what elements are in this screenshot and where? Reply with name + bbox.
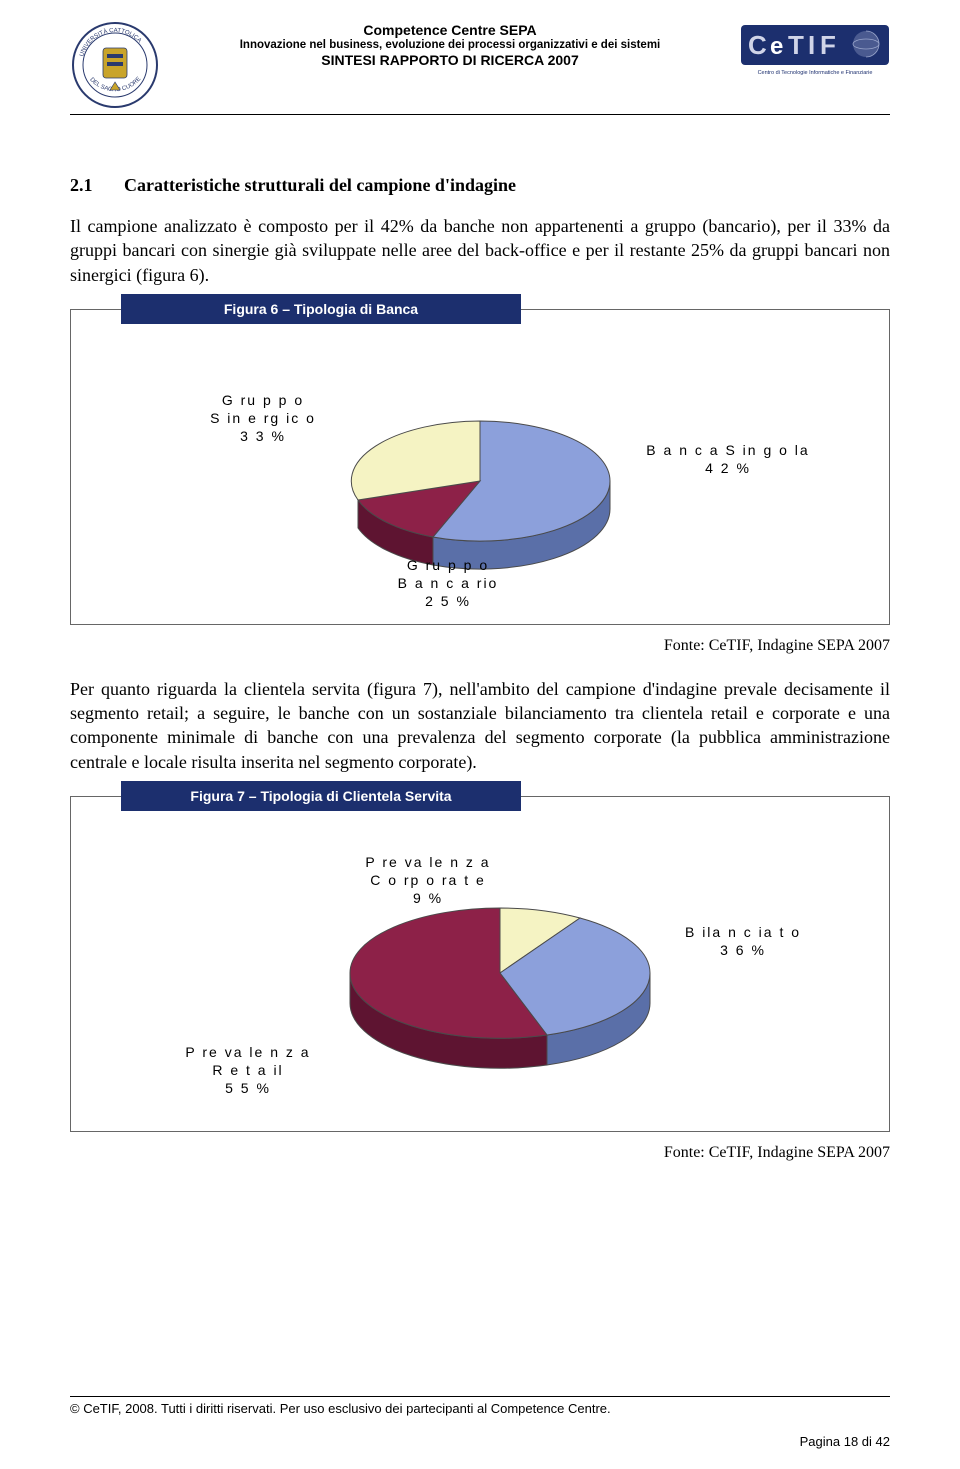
svg-text:I: I xyxy=(808,30,815,60)
svg-text:F: F xyxy=(820,30,836,60)
section-title: Caratteristiche strutturali del campione… xyxy=(124,175,516,195)
fig7-label-corporate: P re va le n z a C o rp o ra t e 9 % xyxy=(343,853,513,908)
fig6-label-bancario: G ru p p o B a n c a rio 2 5 % xyxy=(373,556,523,611)
paragraph-2: Per quanto riguarda la clientela servita… xyxy=(70,677,890,774)
header-title-3: SINTESI RAPPORTO DI RICERCA 2007 xyxy=(160,52,740,68)
figure-6-chart: G ru p p o S in e rg ic o 3 3 % G ru p p… xyxy=(83,346,877,606)
header-center: Competence Centre SEPA Innovazione nel b… xyxy=(160,20,740,68)
logo-subtitle: Centro di Tecnologie Informatiche e Fina… xyxy=(758,70,873,76)
paragraph-1: Il campione analizzato è composto per il… xyxy=(70,214,890,287)
figure-7-chart: P re va le n z a C o rp o ra t e 9 % B i… xyxy=(83,833,877,1113)
section-number: 2.1 xyxy=(70,175,124,196)
logo-left: UNIVERSITÀ CATTOLICA DEL SACRO CUORE xyxy=(70,20,160,110)
fig6-label-singola: B a n c a S in g o la 4 2 % xyxy=(623,441,833,477)
figure-6-source: Fonte: CeTIF, Indagine SEPA 2007 xyxy=(70,637,890,655)
page: UNIVERSITÀ CATTOLICA DEL SACRO CUORE Com… xyxy=(0,0,960,1469)
fig7-label-retail: P re va le n z a R e t a il 5 5 % xyxy=(163,1043,333,1098)
figure-6: Figura 6 – Tipologia di Banca G ru p p o xyxy=(70,309,890,625)
figure-6-caption: Figura 6 – Tipologia di Banca xyxy=(121,294,521,324)
fig7-label-bilanciato: B ila n c ia t o 3 6 % xyxy=(663,923,823,959)
footer-page-number: Pagina 18 di 42 xyxy=(70,1434,890,1449)
section-heading: 2.1Caratteristiche strutturali del campi… xyxy=(70,175,890,196)
page-footer: © CeTIF, 2008. Tutti i diritti riservati… xyxy=(70,1396,890,1449)
header-title-2: Innovazione nel business, evoluzione dei… xyxy=(160,39,740,51)
figure-7-caption: Figura 7 – Tipologia di Clientela Servit… xyxy=(121,781,521,811)
logo-right: C e T I F Centro di Tecnologie Informati… xyxy=(740,24,890,79)
svg-text:T: T xyxy=(788,30,804,60)
fig6-label-sinergico: G ru p p o S in e rg ic o 3 3 % xyxy=(193,391,333,446)
svg-text:C: C xyxy=(748,30,767,60)
svg-text:e: e xyxy=(770,33,783,60)
header-title-1: Competence Centre SEPA xyxy=(160,22,740,38)
university-seal-icon: UNIVERSITÀ CATTOLICA DEL SACRO CUORE xyxy=(70,20,160,110)
page-header: UNIVERSITÀ CATTOLICA DEL SACRO CUORE Com… xyxy=(70,20,890,115)
figure-7-source: Fonte: CeTIF, Indagine SEPA 2007 xyxy=(70,1144,890,1162)
figure-7: Figura 7 – Tipologia di Clientela Servit… xyxy=(70,796,890,1132)
footer-copyright: © CeTIF, 2008. Tutti i diritti riservati… xyxy=(70,1396,890,1416)
cetif-logo-icon: C e T I F Centro di Tecnologie Informati… xyxy=(740,24,890,79)
